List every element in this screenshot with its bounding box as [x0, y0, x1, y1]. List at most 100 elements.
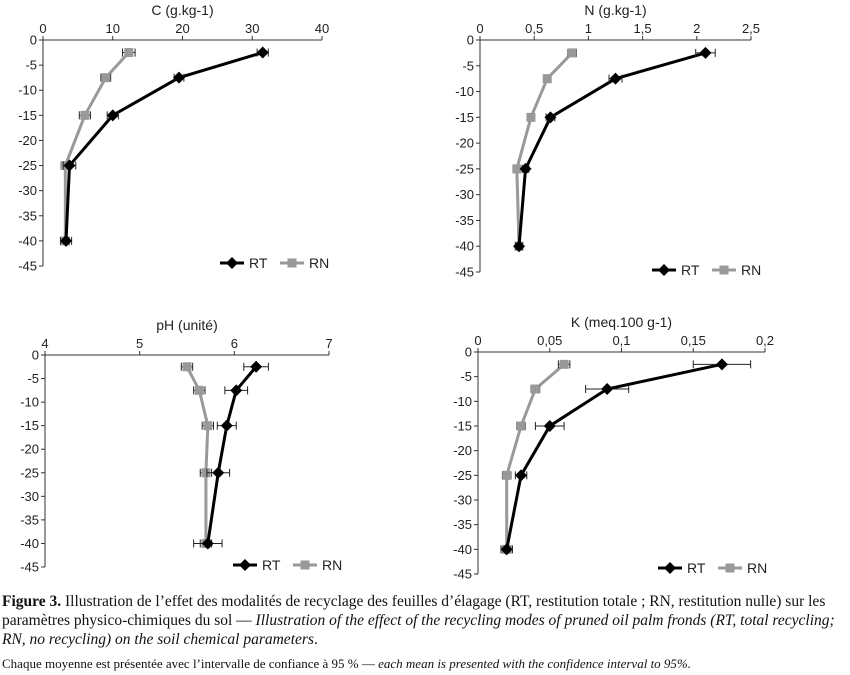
- caption-french-text: Illustration de l’effet des modalités de…: [2, 593, 826, 629]
- y-tick-label: -10: [18, 83, 37, 98]
- y-tick-label: -35: [20, 512, 39, 527]
- legend-label-RN: RN: [747, 560, 767, 576]
- caption-note-french: Chaque moyenne est présentée avec l’inte…: [2, 656, 379, 671]
- legend-marker-RT: [226, 257, 238, 269]
- y-tick-label: -25: [455, 161, 474, 176]
- figure-caption: Figure 3. Illustration de l’effet des mo…: [2, 592, 848, 672]
- chart-panel-1: C (g.kg-1) 0 10 20 30 40 0 -5 -10 -15 -20 -25 -30 -35…: [18, 2, 329, 274]
- series-line-RT: [64, 51, 264, 241]
- figure-charts: C (g.kg-1)0 10 20 30 400-5-10-15-20-25-30-35…: [18, 2, 774, 582]
- data-point-RN: [542, 74, 552, 84]
- y-tick-label: -20: [453, 443, 472, 458]
- data-point-RT: [609, 72, 622, 85]
- y-tick-label: -15: [20, 418, 39, 433]
- x-tick-label: 4: [41, 336, 48, 351]
- data-point-RN: [559, 359, 569, 369]
- data-point-RT: [601, 383, 614, 395]
- y-tick-label: 0: [30, 33, 37, 48]
- x-tick-label: 0,5: [525, 21, 543, 36]
- x-tick-label: 1,5: [634, 21, 652, 36]
- y-tick-label: -30: [18, 183, 37, 198]
- x-tick-label: 0,05: [537, 333, 562, 348]
- y-tick-label: 0: [32, 348, 39, 363]
- legend-label-RT: RT: [262, 557, 281, 573]
- legend-label-RT: RT: [687, 560, 706, 576]
- x-tick-label: 10: [106, 21, 120, 36]
- legend-marker-RT: [664, 562, 676, 574]
- y-tick-label: -35: [453, 517, 472, 532]
- y-tick-label: -15: [453, 419, 472, 434]
- data-point-RT: [60, 234, 73, 247]
- x-tick-label: 40: [315, 21, 329, 36]
- x-tick-label: 0,1: [612, 333, 630, 348]
- data-point-RT: [500, 543, 513, 556]
- x-tick-label: 0,15: [681, 333, 706, 348]
- y-tick-label: -35: [18, 208, 37, 223]
- y-tick-label: -25: [18, 158, 37, 173]
- data-point-RN: [526, 112, 536, 122]
- caption-note-english: each mean is presented with the confiden…: [378, 656, 692, 671]
- data-point-RN: [124, 48, 134, 58]
- y-tick-label: -20: [455, 136, 474, 151]
- y-tick-label: -25: [20, 465, 39, 480]
- y-tick-label: -10: [453, 394, 472, 409]
- series-line-RT: [206, 365, 258, 544]
- data-point-RT: [201, 537, 214, 550]
- chart-title: pH (unité): [156, 317, 217, 333]
- legend-marker-RN: [719, 265, 729, 275]
- caption-end: .: [313, 631, 318, 648]
- caption-english-text: Illustration of the effect of the recycl…: [2, 612, 835, 648]
- data-point-RN: [201, 468, 211, 478]
- y-tick-label: -45: [18, 259, 37, 274]
- chart-panel-3: pH (unité) 4 5 6 7 0 -5 -10 -15 -20 -25 -30 -35 -40 -4…: [20, 317, 342, 575]
- data-point-RT: [250, 360, 263, 373]
- y-tick-label: -35: [455, 213, 474, 228]
- legend-marker-RN: [287, 258, 297, 268]
- y-tick-label: -30: [455, 187, 474, 202]
- y-tick-label: 0: [467, 33, 474, 48]
- y-tick-label: -40: [20, 536, 39, 551]
- legend-label-RN: RN: [741, 262, 761, 278]
- x-tick-label: 0,2: [756, 333, 774, 348]
- y-tick-label: -15: [18, 108, 37, 123]
- y-tick-label: -30: [453, 493, 472, 508]
- chart-title: N (g.kg-1): [584, 2, 646, 18]
- chart-title: K (meq.100 g-1): [571, 314, 672, 330]
- data-point-RT: [106, 109, 119, 122]
- legend-label-RT: RT: [249, 255, 268, 271]
- y-tick-label: -45: [20, 560, 39, 575]
- x-tick-label: 2,5: [742, 21, 760, 36]
- y-tick-label: -20: [20, 442, 39, 457]
- data-point-RN: [203, 421, 213, 431]
- data-point-RT: [699, 46, 712, 59]
- data-point-RN: [502, 470, 512, 480]
- legend-label-RN: RN: [309, 255, 329, 271]
- y-tick-label: -40: [453, 542, 472, 557]
- y-tick-label: -5: [462, 58, 474, 73]
- y-tick-label: 0: [465, 345, 472, 360]
- legend-marker-RT: [658, 264, 670, 276]
- figure-label: Figure 3.: [2, 593, 62, 610]
- x-tick-label: 1: [585, 21, 592, 36]
- data-point-RT: [220, 419, 233, 432]
- y-tick-label: -45: [455, 265, 474, 280]
- y-tick-label: -15: [455, 110, 474, 125]
- y-tick-label: -30: [20, 489, 39, 504]
- x-tick-label: 5: [136, 336, 143, 351]
- data-point-RT: [513, 240, 526, 253]
- legend-marker-RT: [239, 559, 251, 571]
- data-point-RT: [544, 111, 557, 124]
- caption-main: Figure 3. Illustration de l’effet des mo…: [2, 592, 848, 649]
- x-tick-label: 2: [693, 21, 700, 36]
- data-point-RN: [80, 110, 90, 120]
- x-tick-label: 20: [175, 21, 189, 36]
- chart-title: C (g.kg-1): [151, 2, 213, 18]
- data-point-RT: [173, 71, 186, 84]
- data-point-RT: [212, 466, 225, 479]
- data-point-RN: [182, 362, 192, 372]
- data-point-RN: [101, 73, 111, 83]
- y-tick-label: -40: [18, 233, 37, 248]
- caption-note: Chaque moyenne est présentée avec l’inte…: [2, 655, 848, 672]
- data-point-RT: [256, 46, 269, 59]
- x-tick-label: 6: [231, 336, 238, 351]
